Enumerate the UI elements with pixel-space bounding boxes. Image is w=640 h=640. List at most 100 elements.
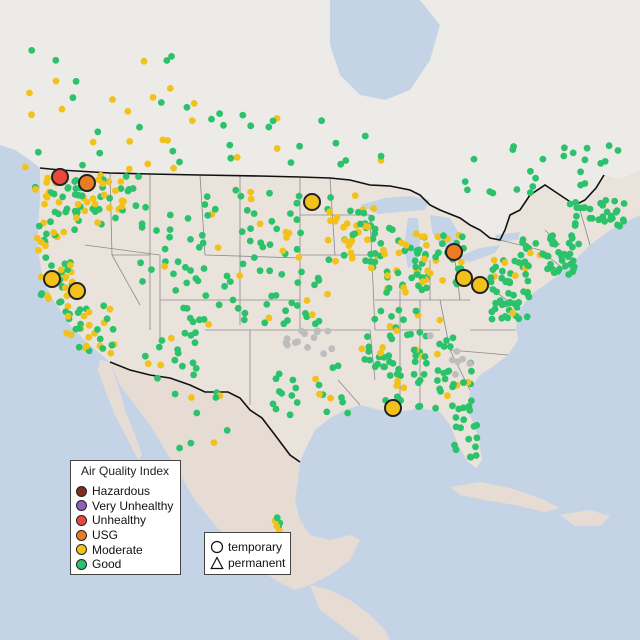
station-marker-good (28, 47, 36, 54)
legend-label-temporary: temporary (228, 540, 283, 554)
station-marker-good (189, 359, 197, 367)
station-marker-good (411, 257, 419, 265)
station-marker-good (61, 260, 69, 268)
station-marker-none (454, 358, 462, 366)
station-marker-moderate (125, 165, 133, 173)
station-marker-moderate (316, 390, 323, 398)
station-marker-good (315, 276, 323, 284)
station-marker-good (612, 208, 620, 216)
station-marker-good (464, 186, 471, 194)
station-marker-none (304, 344, 311, 351)
station-marker-moderate (43, 193, 51, 201)
station-marker-good (329, 364, 337, 372)
large-station-marker-unhealthy (51, 168, 69, 186)
station-marker-good (199, 239, 207, 247)
station-marker-good (198, 231, 206, 239)
legend-item-unhealthy: Unhealthy (76, 513, 180, 528)
station-marker-moderate (418, 233, 426, 241)
station-marker-good (340, 251, 348, 259)
station-marker-good (296, 142, 303, 150)
station-marker-good (96, 335, 104, 343)
station-marker-good (256, 267, 264, 275)
station-marker-good (412, 263, 420, 271)
country-borders (39, 167, 605, 463)
station-marker-good (532, 174, 539, 182)
station-marker-moderate (66, 261, 74, 269)
station-marker-good (183, 279, 191, 287)
station-marker-good (79, 161, 86, 169)
station-marker-good (275, 370, 283, 378)
station-marker-good (246, 237, 254, 245)
station-marker-none (291, 339, 299, 346)
station-marker-good (212, 394, 220, 401)
station-marker-good (327, 194, 334, 201)
station-marker-good (450, 380, 457, 388)
station-marker-moderate (80, 312, 88, 320)
station-marker-none (320, 350, 328, 358)
station-marker-good (59, 193, 67, 201)
station-marker-good (106, 194, 113, 202)
station-marker-good (272, 375, 280, 383)
station-marker-moderate (67, 331, 75, 339)
station-marker-good (588, 215, 596, 222)
legend-label-unhealthy: Unhealthy (92, 513, 147, 528)
station-marker-good (216, 110, 224, 117)
station-marker-good (581, 204, 589, 211)
station-marker-good (172, 287, 180, 294)
station-marker-none (426, 332, 434, 340)
station-marker-moderate (109, 96, 116, 103)
station-marker-good (361, 356, 369, 363)
lake-superior (360, 196, 430, 214)
station-marker-good (446, 343, 454, 350)
station-marker-good (211, 205, 219, 213)
station-marker-good (455, 405, 463, 413)
station-marker-moderate (37, 273, 45, 281)
station-marker-good (117, 185, 125, 193)
station-marker-good (583, 144, 591, 152)
station-marker-moderate (94, 219, 102, 227)
station-marker-good (513, 186, 521, 193)
station-marker-good (292, 384, 300, 392)
station-marker-good (611, 197, 618, 205)
station-marker-moderate (41, 200, 48, 208)
station-marker-good (614, 147, 622, 154)
station-marker-moderate (283, 234, 290, 241)
station-marker-good (232, 186, 240, 194)
station-marker-good (294, 302, 301, 309)
station-marker-good (523, 313, 531, 321)
station-marker-good (273, 514, 281, 522)
station-marker-moderate (157, 361, 165, 369)
station-marker-moderate (273, 522, 281, 530)
station-marker-good (418, 286, 426, 294)
station-marker-good (440, 232, 447, 240)
station-marker-good (554, 267, 562, 275)
station-marker-moderate (511, 272, 519, 279)
station-marker-good (510, 143, 517, 150)
station-marker-good (411, 358, 419, 366)
station-marker-good (278, 271, 286, 278)
station-marker-good (452, 414, 460, 421)
station-marker-good (280, 320, 288, 328)
station-marker-good (52, 56, 60, 64)
station-marker-moderate (64, 302, 72, 310)
very-unhealthy-swatch-icon (76, 500, 87, 512)
station-marker-good (194, 277, 202, 285)
station-marker-good (603, 208, 611, 216)
station-marker-good (435, 249, 442, 257)
hudson-bay (330, 0, 440, 100)
station-marker-moderate (303, 297, 311, 304)
station-marker-good (566, 250, 574, 258)
station-marker-good (286, 411, 294, 419)
station-marker-none (297, 327, 305, 335)
station-marker-good (48, 262, 55, 269)
station-marker-good (569, 257, 577, 265)
station-marker-good (466, 407, 474, 414)
station-marker-good (190, 371, 198, 379)
station-marker-moderate (149, 94, 157, 101)
station-marker-moderate (170, 164, 178, 172)
station-marker-moderate (279, 247, 287, 255)
station-marker-good (223, 272, 231, 280)
station-marker-good (187, 332, 195, 339)
triangle-icon (210, 556, 224, 570)
legend-item-very-unhealthy: Very Unhealthy (76, 499, 180, 514)
